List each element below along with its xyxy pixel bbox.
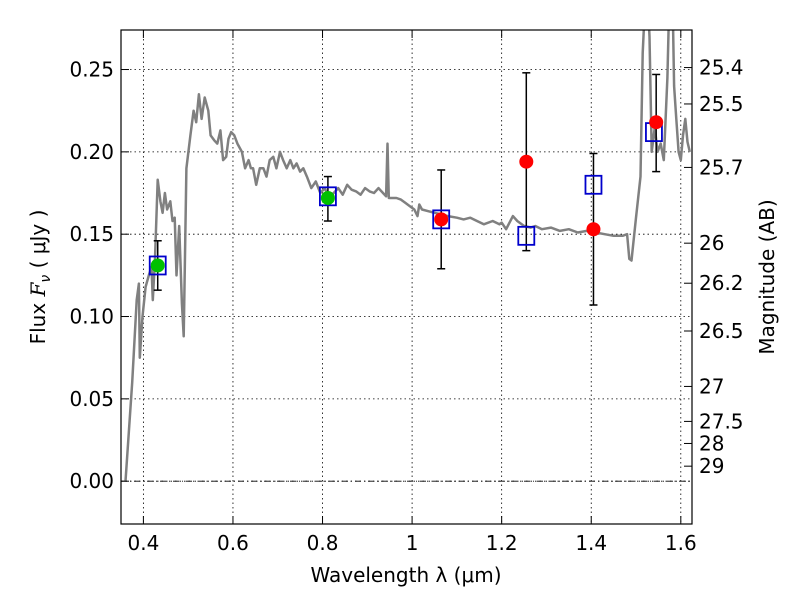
y-tick-label: 0.15 xyxy=(69,222,114,246)
x-tick-label: 0.4 xyxy=(127,531,159,555)
y2-tick-label: 25.7 xyxy=(699,155,744,179)
plot-area xyxy=(124,30,692,482)
y2-tick-label: 27 xyxy=(699,374,724,398)
x-axis-label: Wavelength λ (μm) xyxy=(310,563,501,587)
model-photometry-square xyxy=(432,209,451,230)
x-axis-ticks: 0.4 0.6 0.8 1 1.2 1.4 1.6 xyxy=(127,30,697,555)
y-axis-label-subscript: ν xyxy=(38,275,54,283)
observed-photometry-point xyxy=(434,212,449,227)
y-axis-ticks: 0.00 0.05 0.10 0.15 0.20 0.25 xyxy=(69,58,129,493)
y-axis-label: Flux Fν ( μJy ) xyxy=(26,210,54,345)
y2-tick-label: 28 xyxy=(699,431,724,455)
x-tick-label: 0.6 xyxy=(217,531,249,555)
y-tick-label: 0.25 xyxy=(69,58,114,82)
observed-photometry-point xyxy=(649,115,664,130)
observed-photometry-point xyxy=(519,154,534,169)
y-axis-label-prefix: Flux xyxy=(26,296,50,344)
y2-tick-label: 29 xyxy=(699,454,724,478)
model-photometry-square xyxy=(584,174,603,195)
x-tick-label: 1.2 xyxy=(486,531,518,555)
y-tick-label: 0.10 xyxy=(69,305,114,329)
model-photometry-square xyxy=(148,255,167,276)
y2-tick-label: 25.4 xyxy=(699,56,744,80)
y2-tick-label: 26 xyxy=(699,231,724,255)
model-photometry-square xyxy=(319,186,337,207)
y2-axis-label: Magnitude (AB) xyxy=(755,199,779,354)
y-tick-label: 0.20 xyxy=(69,140,114,164)
observed-photometry-point xyxy=(320,190,335,205)
y2-tick-label: 26.2 xyxy=(699,271,744,295)
y2-tick-label: 27.5 xyxy=(699,409,744,433)
x-tick-label: 1 xyxy=(406,531,419,555)
plot-frame xyxy=(120,29,693,525)
y-axis-label-units: ( μJy ) xyxy=(26,210,50,275)
y2-tick-label: 25.5 xyxy=(699,92,744,116)
x-tick-label: 1.6 xyxy=(665,531,697,555)
x-tick-label: 0.8 xyxy=(307,531,339,555)
plot-marks xyxy=(124,30,692,482)
y-tick-label: 0.00 xyxy=(69,469,114,493)
y-tick-label: 0.05 xyxy=(69,387,114,411)
observed-photometry-point xyxy=(586,222,601,237)
observed-photometry-point xyxy=(150,258,165,273)
x-tick-label: 1.4 xyxy=(575,531,607,555)
grid-lines xyxy=(121,30,692,524)
template-spectrum-line xyxy=(124,30,692,482)
y2-tick-label: 26.5 xyxy=(699,319,744,343)
model-photometry-square xyxy=(517,225,536,246)
y-axis-label-symbol: F xyxy=(26,281,50,297)
